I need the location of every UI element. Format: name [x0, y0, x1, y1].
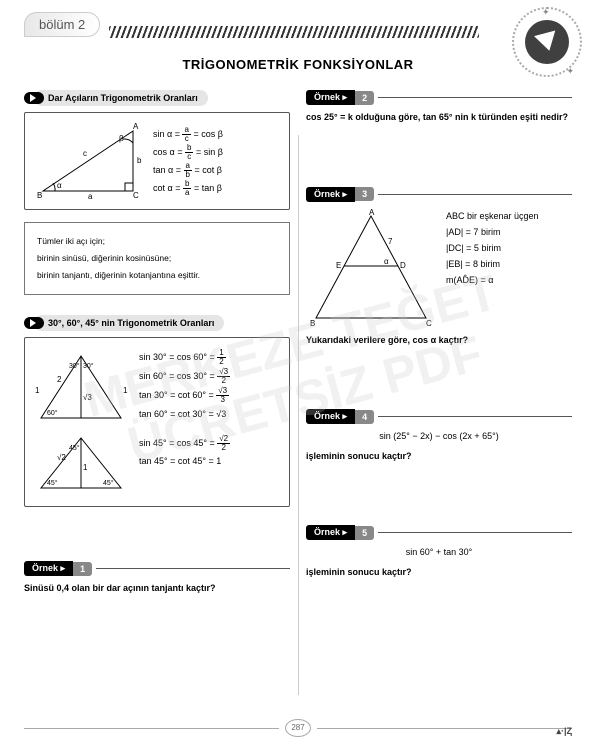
left-column: Dar Açıların Trigonometrik Oranları A B …	[24, 90, 290, 618]
svg-text:30°: 30°	[69, 362, 80, 370]
hatch-bar	[109, 26, 479, 38]
svg-text:a: a	[88, 192, 93, 201]
svg-text:45°: 45°	[47, 479, 58, 487]
logo-badge: ✦ ✦	[512, 7, 582, 77]
special-formulas: sin 30° = cos 60° = 12 sin 60° = cos 30°…	[139, 348, 230, 471]
ornek-1-header: Örnek ▸1	[24, 561, 290, 576]
svg-text:B: B	[37, 191, 42, 200]
ornek-2-header: Örnek ▸2	[306, 90, 572, 105]
triangle-60-30: 1 1 2 √3 60° 30° 30°	[33, 348, 129, 424]
section-title-2: 30°, 60°, 45° nin Trigonometrik Oranları	[34, 315, 224, 331]
svg-text:1: 1	[35, 386, 40, 395]
svg-text:D: D	[400, 261, 406, 270]
brand-mark: ▴·|Ⱬ	[556, 726, 572, 737]
svg-text:C: C	[426, 319, 432, 328]
complementary-note: Tümler iki açı için; birinin sinüsü, diğ…	[24, 222, 290, 295]
right-triangle-diagram: A B C b c a α β	[33, 121, 143, 201]
section-title-1: Dar Açıların Trigonometrik Oranları	[34, 90, 208, 106]
svg-text:30°: 30°	[83, 362, 94, 370]
chapter-header: bölüm 2 ✦ ✦	[24, 12, 572, 37]
svg-text:E: E	[336, 261, 341, 270]
ornek-3-data: ABC bir eşkenar üçgen |AD| = 7 birim |DC…	[446, 208, 539, 289]
ornek-3-header: Örnek ▸3	[306, 187, 572, 202]
ornek-3-triangle: A B C D E 7 α	[306, 208, 436, 328]
ornek-5-body: sin 60° + tan 30° işleminin sonucu kaçtı…	[306, 546, 572, 579]
ornek-2-body: cos 25° = k olduğuna göre, tan 65° nin k…	[306, 111, 572, 125]
svg-text:7: 7	[388, 237, 393, 246]
ornek-3-body: A B C D E 7 α ABC bir eşkenar üçgen |AD|…	[306, 208, 572, 348]
svg-text:√2: √2	[57, 453, 66, 462]
svg-text:α: α	[57, 181, 62, 190]
svg-text:1: 1	[123, 386, 128, 395]
svg-text:45°: 45°	[103, 479, 114, 487]
svg-text:45°: 45°	[69, 444, 80, 452]
chapter-tab: bölüm 2	[24, 12, 100, 37]
special-angles-box: 1 1 2 √3 60° 30° 30° 1 √2 45° 45	[24, 337, 290, 507]
svg-text:α: α	[384, 257, 389, 266]
svg-text:B: B	[310, 319, 315, 328]
section-header-1: Dar Açıların Trigonometrik Oranları	[24, 90, 290, 106]
column-divider	[298, 135, 299, 695]
svg-text:A: A	[369, 208, 375, 217]
svg-text:2: 2	[57, 375, 62, 384]
page-title: TRİGONOMETRİK FONKSİYONLAR	[24, 57, 572, 72]
svg-text:C: C	[133, 191, 139, 200]
page-footer: 287	[0, 719, 596, 737]
right-column: Örnek ▸2 cos 25° = k olduğuna göre, tan …	[306, 90, 572, 618]
svg-text:b: b	[137, 156, 142, 165]
right-triangle-box: A B C b c a α β sin α = ac = cos β cos α…	[24, 112, 290, 210]
play-icon	[24, 92, 44, 104]
svg-text:1: 1	[83, 463, 88, 472]
ornek-1-body: Sinüsü 0,4 olan bir dar açının tanjantı …	[24, 582, 290, 596]
play-icon	[24, 317, 44, 329]
svg-text:β: β	[119, 134, 124, 143]
svg-text:c: c	[83, 149, 87, 158]
triangle-45: 1 √2 45° 45° 45°	[33, 430, 129, 496]
ornek-5-header: Örnek ▸5	[306, 525, 572, 540]
ornek-4-header: Örnek ▸4	[306, 409, 572, 424]
page-number: 287	[285, 719, 311, 737]
svg-text:60°: 60°	[47, 409, 58, 417]
svg-text:A: A	[133, 122, 139, 131]
ratio-formulas: sin α = ac = cos β cos α = bc = sin β ta…	[153, 125, 223, 198]
svg-text:√3: √3	[83, 393, 92, 402]
ornek-4-body: sin (25° − 2x) − cos (2x + 65°) işlemini…	[306, 430, 572, 463]
section-header-2: 30°, 60°, 45° nin Trigonometrik Oranları	[24, 315, 290, 331]
